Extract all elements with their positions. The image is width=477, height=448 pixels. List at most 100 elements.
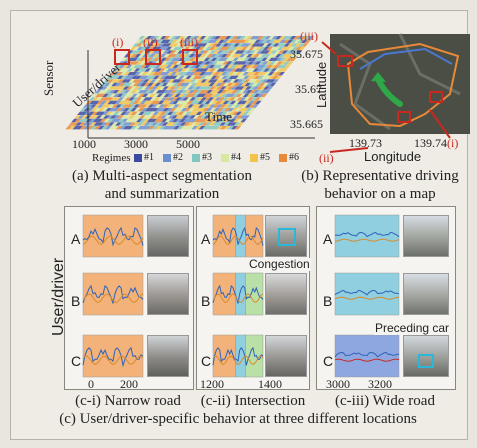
heat-cell (119, 68, 126, 72)
heat-cell (109, 111, 116, 115)
heat-cell (235, 90, 242, 94)
legend-swatch (221, 154, 229, 162)
heat-cell (226, 100, 233, 105)
heat-cell (161, 82, 169, 87)
heat-cell (206, 111, 214, 115)
heat-cell (111, 104, 119, 108)
heat-cell (279, 57, 286, 62)
heat-cell (270, 68, 278, 72)
heat-cell (99, 115, 106, 119)
heat-cell (186, 118, 193, 123)
heat-cell (136, 122, 144, 126)
heat-cell (206, 90, 213, 94)
heat-cell (186, 79, 193, 83)
heat-cell (242, 93, 250, 97)
heat-cell (144, 126, 152, 130)
heat-cell (128, 61, 136, 65)
heat-cell (119, 108, 127, 112)
heat-cell (116, 72, 123, 76)
heat-cell (234, 46, 241, 51)
heat-cell (96, 100, 104, 105)
heat-cell (247, 61, 255, 65)
heat-cell (214, 39, 222, 44)
heat-cell (227, 86, 234, 90)
heat-cell (147, 86, 155, 90)
heat-cell (178, 79, 186, 83)
heat-cell (185, 115, 193, 119)
heat-cell (138, 93, 145, 97)
heat-cell (277, 50, 285, 54)
heat-cell (206, 36, 214, 40)
heat-cell (176, 104, 183, 108)
heat-cell (228, 72, 235, 76)
heat-cell (210, 115, 218, 119)
heat-cell (237, 46, 245, 51)
heat-cell (115, 104, 122, 108)
heat-cell (169, 86, 176, 90)
heat-cell (255, 64, 262, 69)
heat-cell (209, 126, 216, 130)
heat-cell (160, 36, 167, 40)
heat-cell (160, 75, 167, 79)
heat-cell (141, 108, 148, 112)
heat-cell (189, 79, 197, 83)
signal-plots-c-ii (212, 214, 264, 378)
heat-cell (101, 108, 109, 112)
heat-cell (147, 104, 155, 108)
heat-cell (121, 79, 128, 83)
heat-cell (184, 126, 191, 130)
heat-cell (223, 122, 230, 126)
heat-cell (240, 79, 247, 83)
heat-cell (272, 43, 280, 47)
heat-cell (274, 50, 281, 54)
heat-cell (170, 90, 177, 94)
heat-cell (163, 90, 170, 94)
heat-cell (177, 111, 185, 115)
street-view-c-i-b (147, 273, 189, 315)
heat-cell (236, 97, 243, 101)
heat-cell (196, 39, 204, 44)
heat-cell (161, 100, 168, 105)
heat-cell (151, 126, 159, 130)
c-iii-xtick-1: 3200 (368, 377, 392, 391)
heat-cell (188, 54, 196, 58)
heat-cell (239, 75, 246, 79)
heat-cell (131, 111, 138, 115)
heat-cell (293, 54, 300, 58)
heat-cell (162, 68, 170, 72)
heat-cell (108, 108, 116, 112)
heat-cell (133, 46, 140, 51)
heat-cell (139, 39, 146, 44)
heat-cell (213, 90, 220, 94)
heat-cell (190, 100, 197, 105)
heat-cell (218, 57, 225, 62)
heat-cell (220, 126, 227, 130)
heat-cell (98, 90, 105, 94)
heat-cell (238, 50, 245, 54)
heat-cell (202, 108, 209, 112)
heat-cell (169, 64, 176, 69)
heat-cell (234, 108, 242, 112)
heat-cell (208, 104, 216, 108)
heat-cell (114, 100, 122, 105)
heat-cell (260, 54, 268, 58)
heat-cell (161, 64, 169, 69)
heat-cell (225, 61, 233, 65)
heat-cell (118, 122, 126, 126)
heat-cell (273, 64, 280, 69)
heat-cell (239, 57, 247, 62)
heat-cell (173, 86, 180, 90)
heat-cell (217, 75, 225, 79)
heat-cell (196, 93, 203, 97)
heat-cell (214, 75, 221, 79)
heat-cell (162, 46, 169, 51)
heat-cell (258, 61, 265, 65)
heat-cell (131, 93, 138, 97)
heat-cell (239, 54, 246, 58)
heat-cell (157, 97, 164, 101)
heat-cell (246, 93, 253, 97)
heat-cell (133, 126, 141, 130)
heat-cell (100, 100, 107, 105)
heat-cell (91, 93, 99, 97)
heat-cell (223, 104, 230, 108)
